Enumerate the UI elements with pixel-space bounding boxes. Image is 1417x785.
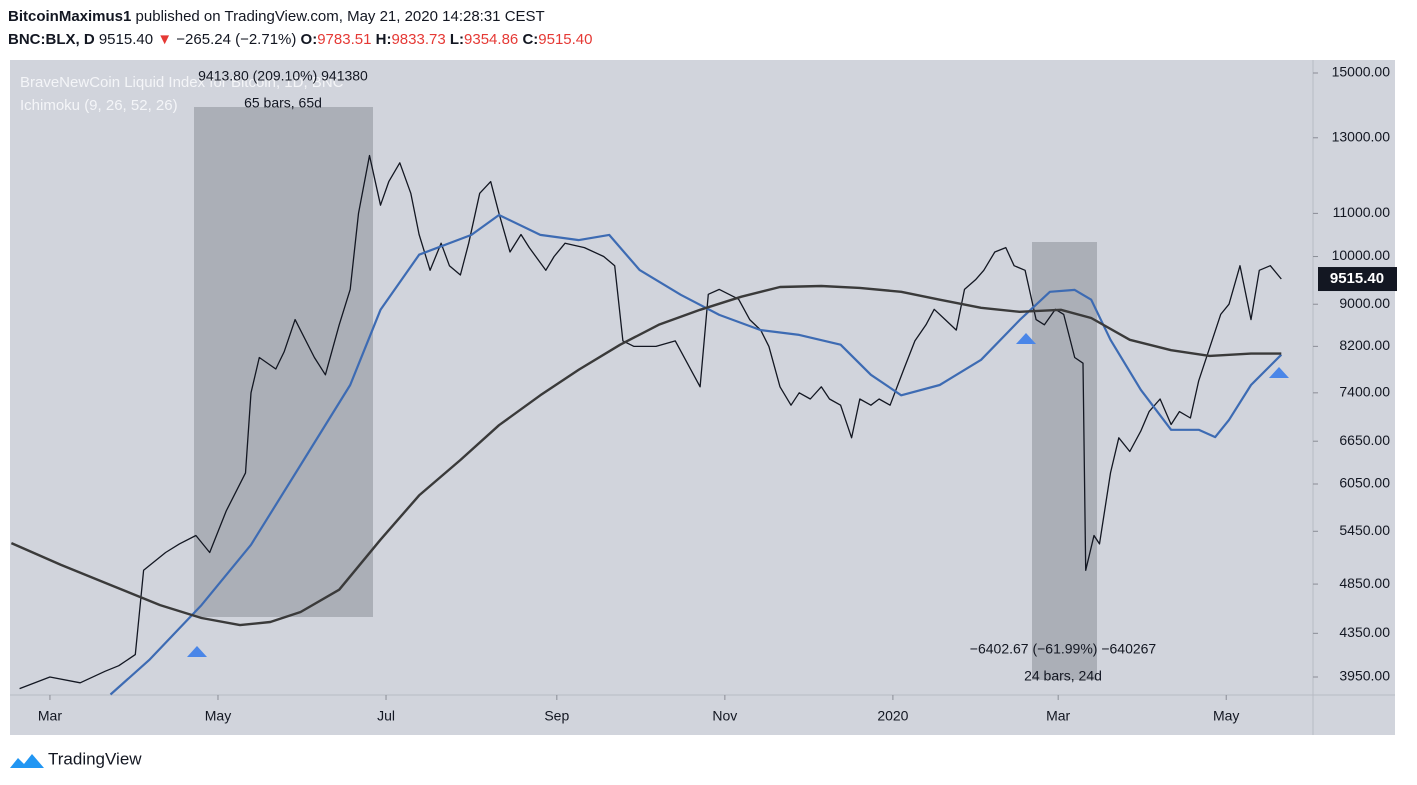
- symbol: BNC:BLX, D: [8, 31, 95, 48]
- x-tick-label: May: [205, 708, 231, 724]
- series-line: [19, 154, 1282, 690]
- series-line: [109, 213, 1283, 696]
- x-tick-label: Nov: [712, 708, 737, 724]
- y-tick-label: 9000.00: [1339, 295, 1390, 311]
- change: −265.24 (−2.71%): [176, 31, 296, 48]
- last-price-label: 9515.40: [1330, 270, 1384, 287]
- x-tick-label: Sep: [544, 708, 569, 724]
- measure-box: [1032, 242, 1097, 680]
- measure-label: 65 bars, 65d: [244, 95, 322, 111]
- chart-subtitle: Ichimoku (9, 26, 52, 26): [20, 97, 178, 114]
- open: 9783.51: [317, 31, 371, 48]
- x-tick-label: Mar: [1046, 708, 1070, 724]
- signal-marker: [1269, 367, 1289, 378]
- symbol-line: BNC:BLX, D 9515.40 ▼ −265.24 (−2.71%) O:…: [8, 31, 593, 48]
- o-label: O:: [301, 31, 318, 48]
- y-tick-label: 5450.00: [1339, 522, 1390, 538]
- low: 9354.86: [464, 31, 518, 48]
- y-tick-label: 7400.00: [1339, 384, 1390, 400]
- y-tick-label: 11000.00: [1333, 204, 1391, 220]
- y-tick-label: 3950.00: [1339, 668, 1390, 684]
- close: 9515.40: [538, 31, 592, 48]
- x-tick-label: 2020: [877, 708, 908, 724]
- y-tick-label: 6650.00: [1339, 432, 1390, 448]
- l-label: L:: [450, 31, 464, 48]
- x-tick-label: May: [1213, 708, 1239, 724]
- header-line: BitcoinMaximus1 published on TradingView…: [8, 8, 545, 25]
- high: 9833.73: [391, 31, 445, 48]
- x-tick-label: Jul: [377, 708, 395, 724]
- chart-title: BraveNewCoin Liquid Index for Bitcoin, 1…: [20, 74, 344, 91]
- measure-box: [194, 107, 373, 617]
- y-tick-label: 8200.00: [1339, 337, 1390, 353]
- h-label: H:: [376, 31, 392, 48]
- logo-mark: [10, 754, 44, 768]
- series-line: [10, 284, 1282, 627]
- y-tick-label: 10000.00: [1332, 247, 1391, 263]
- y-tick-label: 4350.00: [1339, 624, 1390, 640]
- brand: TradingView: [48, 749, 142, 768]
- y-tick-label: 13000.00: [1332, 128, 1391, 144]
- last-price-box: [1318, 267, 1397, 292]
- plot: [10, 154, 1283, 696]
- signal-marker: [1016, 333, 1036, 344]
- measure-label: 9413.80 (209.10%) 941380: [198, 68, 368, 84]
- measure-label: 24 bars, 24d: [1024, 668, 1102, 684]
- y-tick-label: 15000.00: [1332, 64, 1391, 80]
- author: BitcoinMaximus1: [8, 8, 131, 25]
- y-tick-label: 4850.00: [1339, 575, 1390, 591]
- published: published on TradingView.com, May 21, 20…: [136, 8, 545, 25]
- x-tick-label: Mar: [38, 708, 62, 724]
- arrow: ▼: [157, 31, 172, 48]
- c-label: C:: [522, 31, 538, 48]
- measure-label: −6402.67 (−61.99%) −640267: [970, 641, 1157, 657]
- last: 9515.40: [99, 31, 153, 48]
- y-tick-label: 6050.00: [1339, 475, 1390, 491]
- logo: TradingView: [10, 749, 142, 768]
- signal-marker: [187, 646, 207, 657]
